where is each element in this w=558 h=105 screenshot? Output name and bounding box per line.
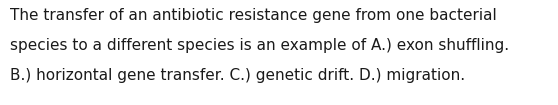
- Text: B.) horizontal gene transfer. C.) genetic drift. D.) migration.: B.) horizontal gene transfer. C.) geneti…: [10, 68, 465, 83]
- Text: The transfer of an antibiotic resistance gene from one bacterial: The transfer of an antibiotic resistance…: [10, 8, 497, 23]
- Text: species to a different species is an example of A.) exon shuffling.: species to a different species is an exa…: [10, 38, 509, 53]
